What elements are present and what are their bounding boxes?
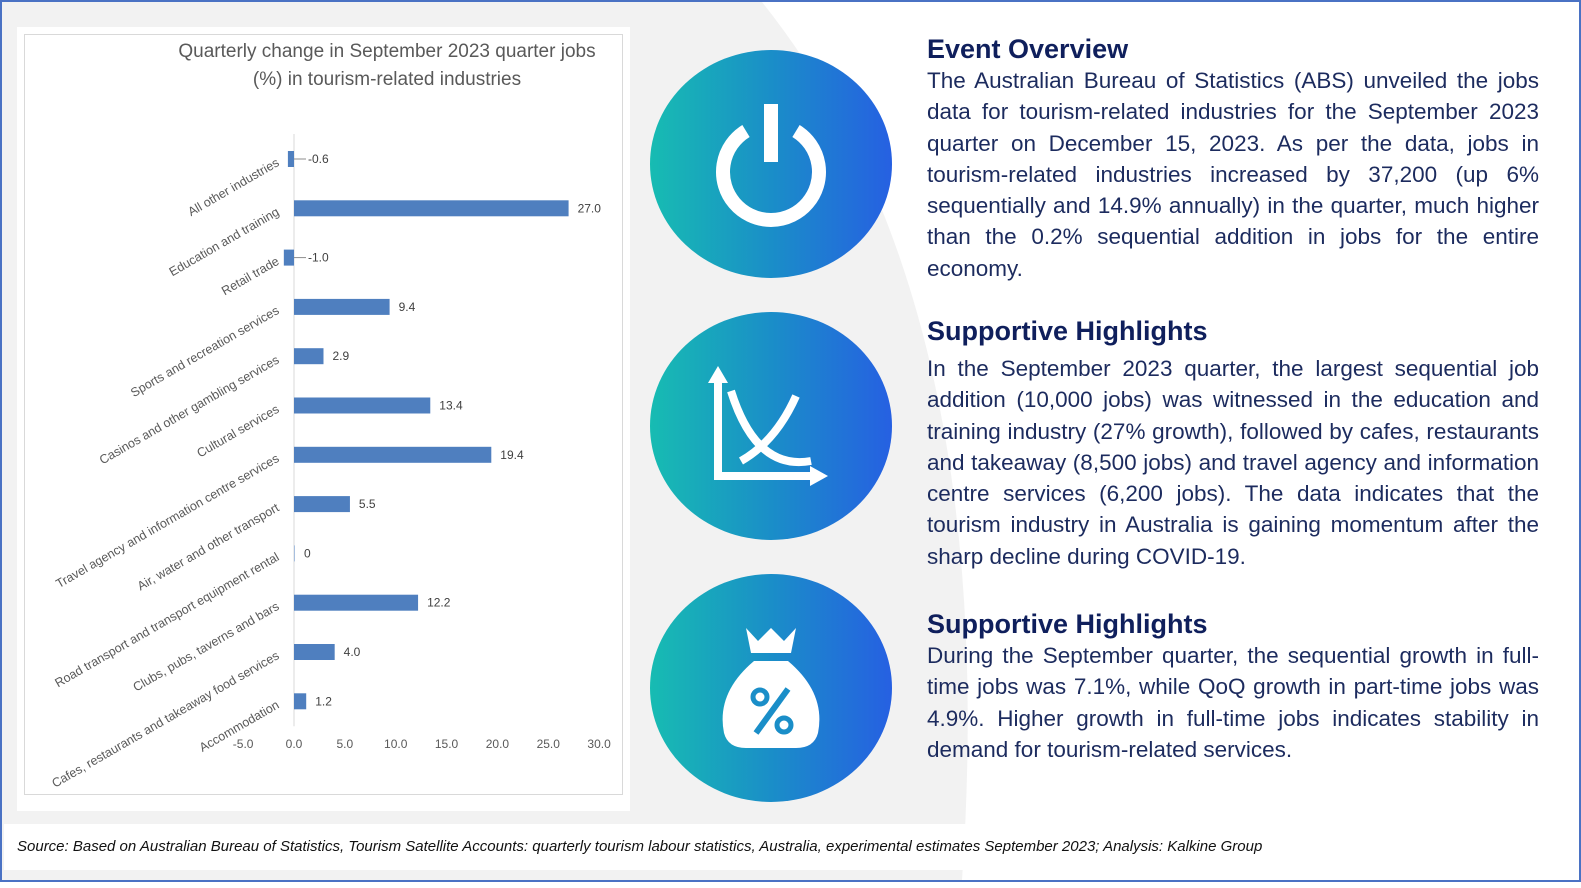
source-note: Source: Based on Australian Bureau of St… — [17, 838, 1263, 855]
chart-title-line-1: Quarterly change in September 2023 quart… — [178, 41, 595, 62]
x-tick-label: 5.0 — [337, 737, 354, 751]
event-overview-section: Event Overview The Australian Bureau of … — [927, 33, 1539, 284]
section-heading: Event Overview — [927, 34, 1129, 64]
bar — [287, 151, 294, 167]
data-label: 5.5 — [359, 497, 376, 511]
x-tick-label: 30.0 — [587, 737, 611, 751]
x-tick-label: 10.0 — [384, 737, 408, 751]
bar — [294, 446, 492, 463]
data-label: 0 — [304, 546, 311, 560]
supportive-highlights-section-1: Supportive Highlights In the September 2… — [927, 315, 1539, 572]
data-label: 19.4 — [500, 448, 524, 462]
footer: Source: Based on Australian Bureau of St… — [4, 824, 1579, 870]
x-tick-label: 20.0 — [486, 737, 510, 751]
data-label: 13.4 — [439, 399, 463, 413]
chart-curve-icon-circle — [650, 312, 892, 540]
data-label: 12.2 — [427, 596, 451, 610]
bar — [294, 200, 569, 217]
section-heading: Supportive Highlights — [927, 609, 1208, 639]
x-tick-label: 25.0 — [537, 737, 561, 751]
bar — [294, 298, 390, 315]
power-icon-circle — [650, 50, 892, 278]
bar — [294, 397, 431, 414]
power-icon — [716, 104, 826, 227]
bar — [283, 249, 294, 266]
data-label: -0.6 — [308, 152, 329, 166]
category-label: Cultural services — [194, 402, 281, 460]
bar — [294, 496, 350, 513]
x-tick-label: 0.0 — [286, 737, 303, 751]
bar-chart: Quarterly change in September 2023 quart… — [49, 41, 611, 791]
data-label: -1.0 — [308, 251, 329, 265]
money-bag-icon-circle — [650, 574, 892, 802]
money-bag-percent-icon — [722, 628, 820, 748]
bar — [294, 348, 324, 365]
data-label: 4.0 — [344, 645, 361, 659]
bar — [294, 693, 307, 710]
supportive-highlights-section-2: Supportive Highlights During the Septemb… — [927, 608, 1539, 765]
category-label: Sports and recreation services — [128, 303, 281, 400]
section-body: In the September 2023 quarter, the large… — [927, 356, 1539, 569]
section-body: During the September quarter, the sequen… — [927, 643, 1539, 762]
category-label: Air, water and other transport — [135, 500, 282, 593]
section-heading: Supportive Highlights — [927, 316, 1208, 346]
x-tick-label: 15.0 — [435, 737, 459, 751]
bar — [294, 594, 419, 611]
data-label: 1.2 — [315, 694, 332, 708]
data-label: 9.4 — [399, 300, 416, 314]
section-body: The Australian Bureau of Statistics (ABS… — [927, 68, 1539, 281]
chart-title-line-2: (%) in tourism-related industries — [253, 69, 521, 90]
category-label: Casinos and other gambling services — [97, 353, 282, 468]
category-label: Clubs, pubs, taverns and bars — [131, 599, 282, 694]
category-label: Retail trade — [219, 254, 281, 298]
chart-area: Quarterly change in September 2023 quart… — [24, 34, 623, 795]
chart-curve-icon — [708, 366, 828, 486]
bar — [294, 644, 335, 660]
data-label: 27.0 — [578, 201, 602, 215]
bar — [294, 545, 295, 562]
data-label: 2.9 — [332, 349, 349, 363]
chart-panel: Quarterly change in September 2023 quart… — [17, 27, 630, 811]
x-tick-label: -5.0 — [233, 737, 254, 751]
